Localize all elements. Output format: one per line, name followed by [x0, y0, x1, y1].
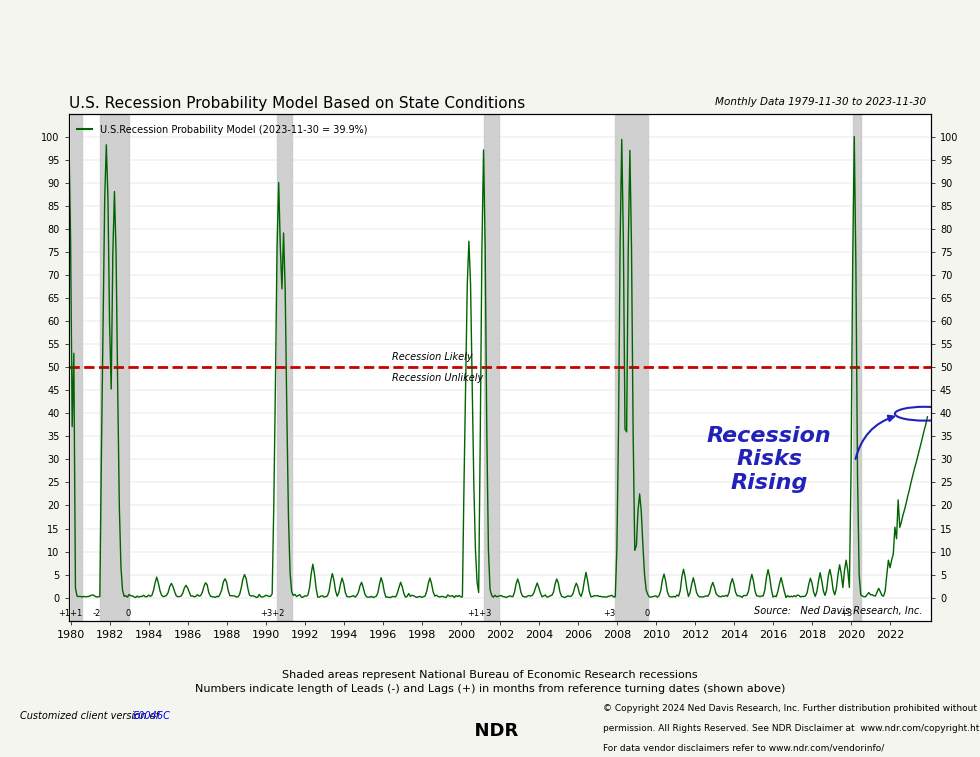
- Text: Recession Likely: Recession Likely: [392, 351, 472, 362]
- Text: -2: -2: [93, 609, 101, 618]
- Text: NDR: NDR: [462, 722, 518, 740]
- Text: +1+1: +1+1: [58, 609, 82, 618]
- Bar: [100, 114, 129, 621]
- Legend: U.S.Recession Probability Model (2023-11-30 = 39.9%): U.S.Recession Probability Model (2023-11…: [74, 121, 371, 139]
- Text: 0: 0: [125, 609, 131, 618]
- Bar: [71, 114, 82, 621]
- Text: For data vendor disclaimers refer to www.ndr.com/vendorinfo/: For data vendor disclaimers refer to www…: [603, 744, 884, 753]
- Text: Customized client version of: Customized client version of: [20, 711, 162, 721]
- Text: U.S. Recession Probability Model Based on State Conditions: U.S. Recession Probability Model Based o…: [69, 96, 525, 111]
- Text: +3+2: +3+2: [260, 609, 284, 618]
- Text: Numbers indicate length of Leads (-) and Lags (+) in months from reference turni: Numbers indicate length of Leads (-) and…: [195, 684, 785, 693]
- Bar: [484, 114, 499, 621]
- Bar: [614, 114, 648, 621]
- Text: 0: 0: [645, 609, 650, 618]
- Bar: [853, 114, 860, 621]
- Text: +3: +3: [604, 609, 615, 618]
- Text: Source:   Ned Davis Research, Inc.: Source: Ned Davis Research, Inc.: [754, 606, 922, 615]
- Text: +1+3: +1+3: [467, 609, 492, 618]
- Text: Monthly Data 1979-11-30 to 2023-11-30: Monthly Data 1979-11-30 to 2023-11-30: [715, 97, 926, 107]
- Bar: [277, 114, 292, 621]
- Text: Recession Unlikely: Recession Unlikely: [392, 372, 483, 383]
- FancyArrowPatch shape: [856, 416, 894, 459]
- Text: Recession
Risks
Rising: Recession Risks Rising: [707, 426, 831, 493]
- Text: Shaded areas represent National Bureau of Economic Research recessions: Shaded areas represent National Bureau o…: [282, 670, 698, 680]
- Text: permission. All Rights Reserved. See NDR Disclaimer at  www.ndr.com/copyright.ht: permission. All Rights Reserved. See NDR…: [603, 724, 980, 733]
- Text: E0046C: E0046C: [132, 711, 171, 721]
- Text: © Copyright 2024 Ned Davis Research, Inc. Further distribution prohibited withou: © Copyright 2024 Ned Davis Research, Inc…: [603, 704, 980, 713]
- Text: +3: +3: [841, 609, 853, 618]
